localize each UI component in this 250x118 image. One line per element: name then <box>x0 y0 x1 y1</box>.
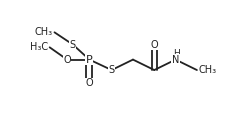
Text: S: S <box>108 65 115 75</box>
Text: H₃C: H₃C <box>30 42 48 52</box>
Text: S: S <box>70 40 76 50</box>
Text: O: O <box>86 78 93 88</box>
Text: N: N <box>172 55 179 65</box>
Text: CH₃: CH₃ <box>199 65 217 75</box>
Text: O: O <box>63 55 71 65</box>
Text: H: H <box>173 49 180 58</box>
Text: CH₃: CH₃ <box>34 27 52 37</box>
Text: P: P <box>86 55 93 65</box>
Text: O: O <box>150 40 158 50</box>
